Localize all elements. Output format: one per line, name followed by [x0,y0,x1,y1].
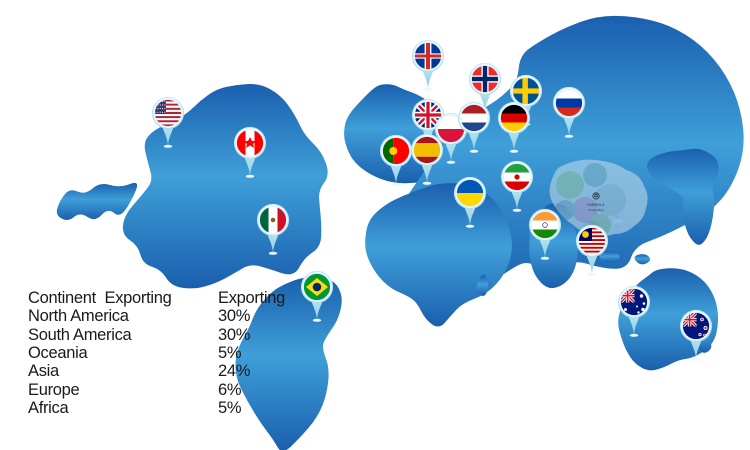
svg-text:FARMOLA: FARMOLA [587,203,605,207]
svg-text:中: 中 [593,193,598,200]
svg-text:Group Map: Group Map [588,208,603,212]
